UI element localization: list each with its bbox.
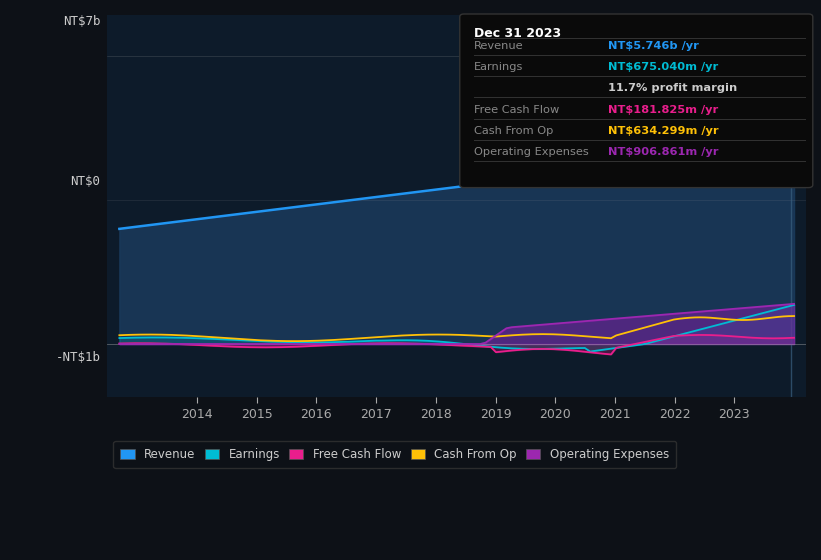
Text: Revenue: Revenue: [474, 41, 523, 51]
Text: NT$181.825m /yr: NT$181.825m /yr: [608, 105, 718, 115]
Text: Earnings: Earnings: [474, 62, 523, 72]
Text: Free Cash Flow: Free Cash Flow: [474, 105, 559, 115]
Text: Dec 31 2023: Dec 31 2023: [474, 27, 561, 40]
Text: NT$906.861m /yr: NT$906.861m /yr: [608, 147, 718, 157]
Text: 11.7% profit margin: 11.7% profit margin: [608, 83, 736, 94]
Text: NT$0: NT$0: [71, 175, 100, 188]
Text: -NT$1b: -NT$1b: [56, 351, 100, 364]
Text: NT$634.299m /yr: NT$634.299m /yr: [608, 126, 718, 136]
Text: NT$675.040m /yr: NT$675.040m /yr: [608, 62, 718, 72]
Text: Operating Expenses: Operating Expenses: [474, 147, 589, 157]
Text: NT$5.746b /yr: NT$5.746b /yr: [608, 41, 699, 51]
Text: NT$7b: NT$7b: [63, 15, 100, 28]
Text: Cash From Op: Cash From Op: [474, 126, 553, 136]
Legend: Revenue, Earnings, Free Cash Flow, Cash From Op, Operating Expenses: Revenue, Earnings, Free Cash Flow, Cash …: [113, 441, 677, 468]
